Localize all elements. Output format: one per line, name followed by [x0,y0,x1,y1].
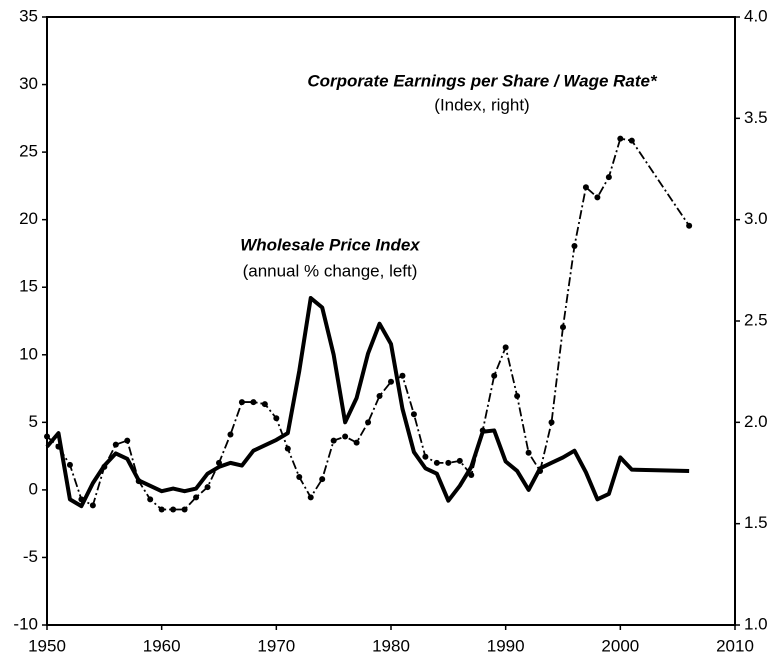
x-tick-label: 1980 [372,636,410,655]
point [124,437,131,444]
point [605,174,612,181]
point [181,506,188,513]
y-tick-label: 35 [19,6,38,25]
point [433,459,440,466]
y-tick-label: -5 [23,547,38,566]
series-line [46,137,690,511]
point [388,378,394,385]
point [594,194,601,201]
point [55,443,62,450]
point [399,372,406,379]
point [456,457,463,464]
x-tick-label: 1970 [257,636,295,655]
plot-frame [46,16,736,626]
point [445,459,452,466]
point [307,494,314,501]
point [422,453,429,460]
point [514,392,521,399]
point [525,449,532,456]
point [284,445,291,452]
y-tick-label: 25 [19,142,38,161]
y-tick-label: 0 [29,479,38,498]
point [238,399,245,406]
point [66,461,73,468]
point [410,411,417,418]
point [193,494,200,501]
x-tick-label: 1960 [143,636,181,655]
point [250,399,257,406]
point [319,476,326,483]
point [491,372,498,379]
point [44,433,50,440]
annotation-title: Corporate Earnings per Share / Wage Rate… [307,71,658,90]
point [686,222,693,229]
point [147,496,154,503]
point [342,433,349,440]
point [479,427,486,434]
y2-tick-label: 1.0 [744,614,768,633]
point [227,431,234,438]
y2-tick-label: 4.0 [744,6,768,25]
point [617,135,624,142]
series-line [45,296,690,509]
point [582,184,589,191]
x-tick-label: 2000 [601,636,639,655]
x-tick-label: 1950 [28,636,66,655]
y2-tick-label: 1.5 [744,513,768,532]
point [296,474,303,481]
point [365,419,372,426]
y-tick-label: 20 [19,209,38,228]
point [353,439,360,446]
point [135,478,142,485]
point [78,496,85,503]
annotation-subtitle: (Index, right) [434,95,529,114]
point [560,324,566,331]
point [273,415,280,422]
point [548,419,555,426]
point [101,463,108,470]
y2-tick-label: 3.5 [744,108,768,127]
point [376,392,383,399]
y2-tick-label: 2.0 [744,412,768,431]
point [537,467,544,474]
annotation-title: Wholesale Price Index [240,235,421,254]
y-tick-label: 5 [29,412,38,431]
point [112,441,119,448]
point [571,243,578,250]
y-tick-label: -10 [13,614,38,633]
point [628,137,635,144]
y-tick-label: 10 [19,344,38,363]
y-tick-label: 30 [19,74,38,93]
point [261,401,268,408]
point [204,484,211,491]
y2-tick-label: 3.0 [744,209,768,228]
point [216,459,222,466]
annotation-subtitle: (annual % change, left) [243,261,418,280]
point [158,506,165,513]
y-tick-label: 15 [19,277,38,296]
point [502,344,509,351]
point [170,506,177,513]
point [89,502,96,509]
x-tick-label: 2010 [716,636,754,655]
point [468,472,475,479]
x-tick-label: 1990 [487,636,525,655]
point [330,437,337,444]
y2-tick-label: 2.5 [744,310,768,329]
